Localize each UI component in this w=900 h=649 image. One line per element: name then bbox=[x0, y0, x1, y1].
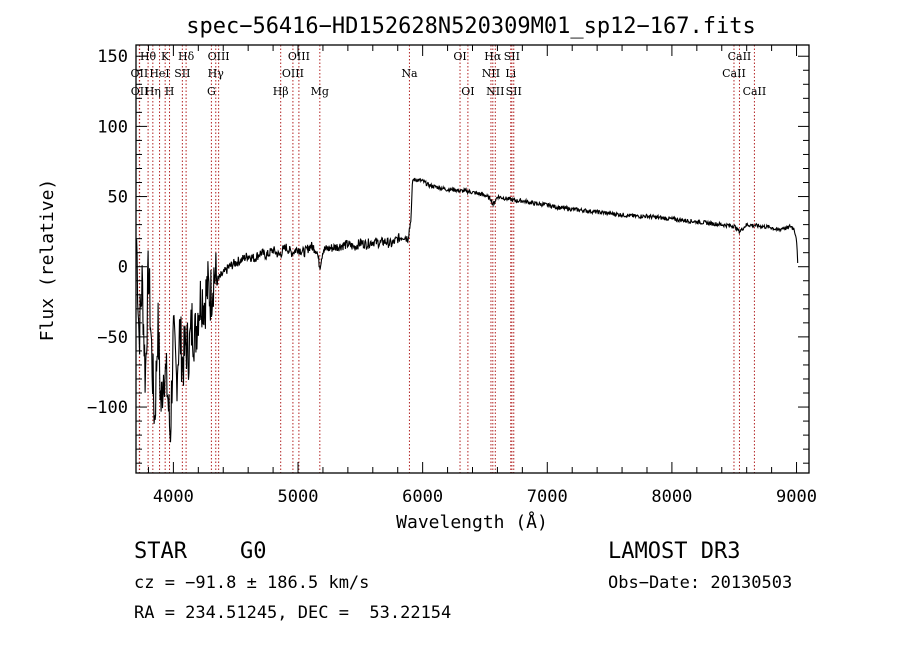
axis-ticks bbox=[136, 45, 809, 473]
object-subclass: G0 bbox=[240, 539, 267, 564]
line-label: Hθ bbox=[140, 50, 157, 63]
y-tick-label: 150 bbox=[97, 47, 128, 67]
line-label: SII bbox=[174, 67, 190, 80]
y-axis-label: Flux (relative) bbox=[37, 179, 58, 342]
line-label: SII bbox=[504, 50, 520, 63]
spectrum-curve bbox=[136, 177, 799, 443]
emission-line-markers bbox=[138, 45, 755, 473]
chart-title: spec−56416−HD152628N520309M01_sp12−167.f… bbox=[186, 14, 756, 39]
line-label: Mg bbox=[311, 85, 329, 98]
x-tick-labels: 4000 5000 6000 7000 8000 9000 bbox=[153, 487, 817, 507]
x-tick-label: 4000 bbox=[153, 487, 194, 507]
y-tick-label: −100 bbox=[87, 398, 128, 418]
line-label: OIII bbox=[282, 67, 304, 80]
emission-line-labels: OII OII Hθ Hη HeI K H SII Hδ G Hγ OIII Hβ OIII OIII Mg N… bbox=[131, 50, 767, 98]
line-label: HeI bbox=[149, 67, 169, 80]
line-label: OII bbox=[131, 67, 149, 80]
x-tick-label: 7000 bbox=[527, 487, 568, 507]
line-label: Hα bbox=[484, 50, 502, 63]
line-label: Hδ bbox=[178, 50, 195, 63]
line-label: NII bbox=[486, 85, 504, 98]
line-label: CaII bbox=[728, 50, 752, 63]
y-tick-label: 100 bbox=[97, 117, 128, 137]
line-label: SII bbox=[506, 85, 522, 98]
x-axis-label: Wavelength (Å) bbox=[396, 511, 548, 533]
x-tick-label: 6000 bbox=[402, 487, 443, 507]
line-label: CaII bbox=[722, 67, 746, 80]
line-label: K bbox=[161, 50, 170, 63]
object-class: STAR bbox=[134, 539, 187, 564]
line-label: OI bbox=[453, 50, 466, 63]
y-tick-label: 0 bbox=[118, 258, 128, 278]
line-label: Hβ bbox=[273, 85, 289, 98]
line-label: OIII bbox=[208, 50, 230, 63]
line-label: CaII bbox=[743, 85, 767, 98]
x-tick-label: 9000 bbox=[776, 487, 817, 507]
x-tick-label: 5000 bbox=[278, 487, 319, 507]
line-label: H bbox=[165, 85, 175, 98]
y-tick-labels: −100 −50 0 50 100 150 bbox=[87, 47, 128, 418]
y-tick-label: 50 bbox=[108, 188, 128, 208]
line-label: OII bbox=[131, 85, 149, 98]
line-label: OIII bbox=[288, 50, 310, 63]
line-label: Na bbox=[401, 67, 418, 80]
redshift-cz: cz = −91.8 ± 186.5 km/s bbox=[134, 573, 370, 593]
line-label: Li bbox=[505, 67, 516, 80]
ra-dec: RA = 234.51245, DEC = 53.22154 bbox=[134, 603, 452, 623]
x-tick-label: 8000 bbox=[651, 487, 692, 507]
plot-frame bbox=[135, 44, 810, 474]
line-label: NII bbox=[482, 67, 500, 80]
line-label: OI bbox=[461, 85, 474, 98]
y-tick-label: −50 bbox=[97, 328, 128, 348]
survey-name: LAMOST DR3 bbox=[608, 539, 741, 564]
line-label: Hη bbox=[145, 85, 161, 98]
line-label: Hγ bbox=[208, 67, 225, 80]
observation-date: Obs−Date: 20130503 bbox=[608, 573, 793, 593]
line-label: G bbox=[207, 85, 216, 98]
